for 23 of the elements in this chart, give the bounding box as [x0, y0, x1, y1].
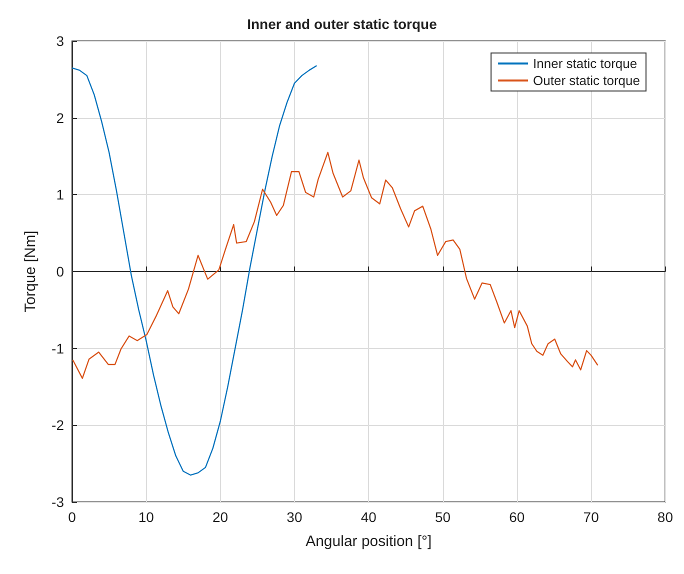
y-tick-label: 3 [56, 33, 64, 49]
x-tick-label: 60 [509, 509, 525, 525]
chart-title: Inner and outer static torque [247, 16, 438, 32]
line-series [72, 152, 598, 379]
x-tick-label: 50 [434, 509, 451, 525]
x-tick-label: 70 [583, 509, 600, 525]
y-tick-label: -2 [52, 417, 64, 434]
legend-label: Outer static torque [533, 73, 640, 88]
y-tick-label: -3 [52, 494, 64, 510]
legend-label: Inner static torque [533, 56, 638, 71]
y-tick-label: 2 [56, 110, 64, 126]
y-tick-label: -1 [52, 340, 64, 356]
x-tick-label: 0 [68, 509, 76, 525]
x-axis-title: Angular position [°] [306, 533, 432, 550]
y-axis-title: Torque [Nm] [22, 230, 39, 312]
x-tick-label: 80 [657, 509, 674, 525]
y-tick-label: 0 [56, 264, 64, 280]
line-series [71, 64, 318, 476]
x-tick-label: 40 [360, 509, 377, 525]
x-tick-label: 20 [212, 509, 228, 525]
x-tick-label: 10 [138, 509, 154, 525]
y-tick-label: 1 [56, 186, 64, 203]
x-tick-label: 30 [286, 509, 302, 525]
